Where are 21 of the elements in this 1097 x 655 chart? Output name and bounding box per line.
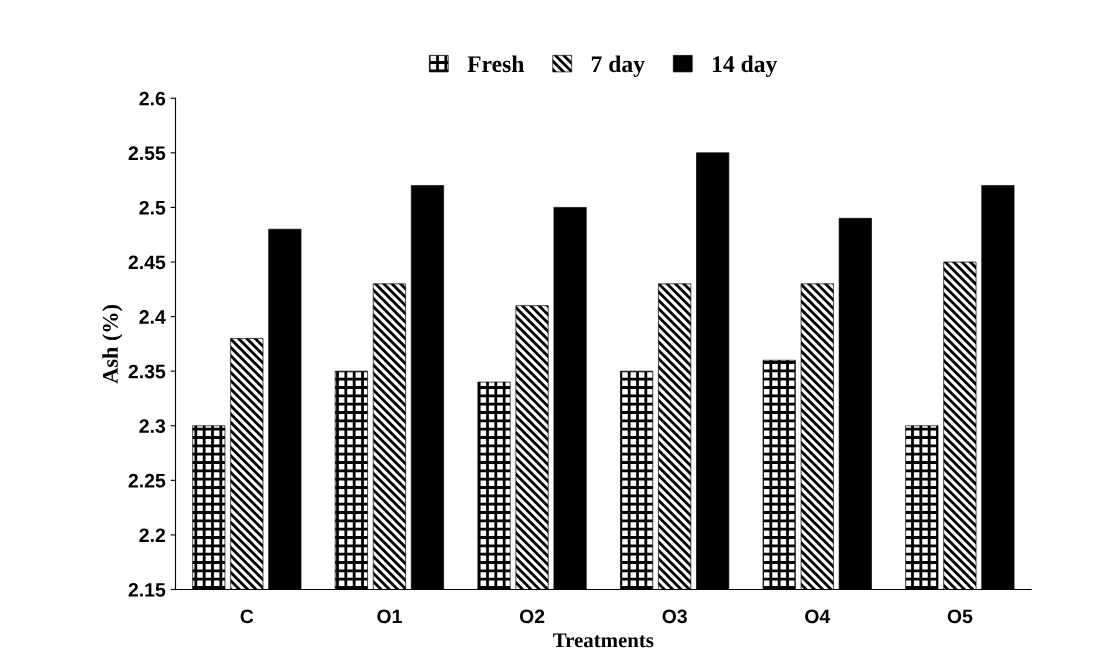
- x-axis-title: Treatments: [553, 633, 654, 648]
- legend-label: Fresh: [467, 55, 525, 73]
- x-tick-label: O3: [662, 609, 687, 624]
- x-tick-label: O1: [377, 609, 402, 624]
- y-tick-label: 2.55: [128, 146, 166, 161]
- x-tick-label: C: [240, 609, 254, 624]
- y-tick-label: 2.15: [128, 582, 166, 597]
- y-tick-label: 2.45: [128, 255, 166, 270]
- y-tick-label: 2.3: [139, 419, 166, 434]
- y-tick-label: 2.2: [139, 528, 166, 542]
- x-tick-label: O2: [519, 609, 545, 624]
- y-tick-label: 2.5: [139, 200, 166, 215]
- x-tick-label: O5: [947, 609, 973, 624]
- y-tick-label: 2.25: [128, 473, 166, 488]
- y-tick-label: 2.35: [128, 364, 166, 379]
- x-tick-label: O4: [805, 609, 831, 624]
- legend-label: 14 day: [712, 55, 778, 77]
- y-tick-label: 2.4: [139, 310, 166, 324]
- legend-label: 7 day: [591, 55, 645, 77]
- y-tick-label: 2.6: [139, 91, 166, 106]
- y-axis-title: Ash (%): [102, 305, 123, 384]
